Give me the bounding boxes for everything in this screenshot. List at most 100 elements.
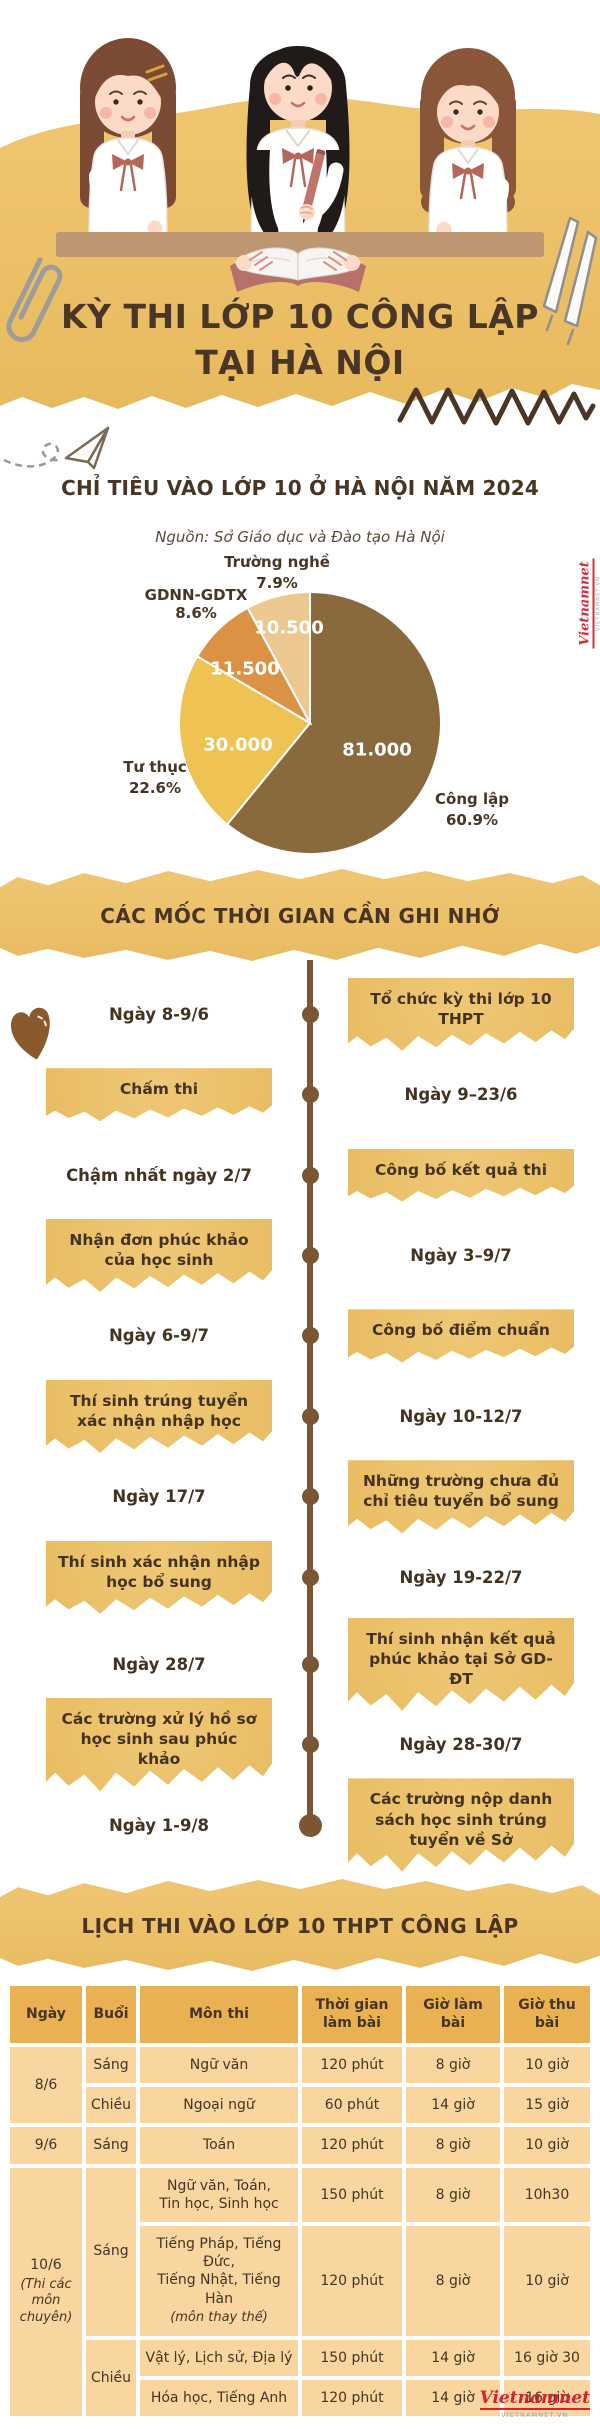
pie-slice-percent: 60.9% [445,811,499,829]
timeline-event-box: Nhận đơn phúc khảo của học sinh [46,1218,272,1293]
table-cell: 10 giờ [504,2127,590,2164]
pie-slice-percent: 22.6% [128,779,182,797]
pie-slice-label: Tư thục [123,758,187,776]
pie-slice-value: 10.500 [254,617,324,639]
schedule-heading: LỊCH THI VÀO LỚP 10 THPT CÔNG LẬP [81,1913,519,1938]
timeline-dot [301,1407,319,1425]
table-cell: 8 giờ [406,2047,500,2084]
table-cell: Ngữ văn, Toán, Tin học, Sinh học [140,2167,298,2222]
timeline-date: Ngày 3–9/7 [410,1246,512,1266]
timeline-dot [298,1813,322,1837]
pie-chart: 81.000 Công lập 60.9% 30.000 Tư thục 22.6% 11.… [0,553,600,864]
schedule-column-header: Giờ làm bài [406,1986,500,2043]
timeline-date: Ngày 19-22/7 [399,1567,523,1587]
schedule-column-header: Thời gian làm bài [302,1986,402,2043]
table-cell: 14 giờ [406,2379,500,2416]
girl-right [420,48,516,237]
pie-slice-label: GDNN-GDTX [144,586,248,604]
zigzag-doodle-icon [397,387,596,426]
table-cell: 8 giờ [406,2225,500,2336]
table-cell: 120 phút [302,2225,402,2336]
timeline-event-box: Công bố kết quả thi [348,1148,574,1202]
schedule-table: Ngày Buổi Môn thi Thời gian làm bài Giờ làm … [6,1982,594,2420]
schedule-section: Ngày Buổi Môn thi Thời gian làm bài Giờ làm … [6,1982,594,2420]
table-cell: Toán [140,2127,298,2164]
table-cell: 14 giờ [406,2087,500,2124]
pencils-icon [542,216,598,346]
table-cell: Sáng [86,2127,136,2164]
open-book [230,247,366,292]
schedule-column-header: Giờ thu bài [504,1986,590,2043]
timeline-date: Ngày 8-9/6 [108,1004,210,1024]
table-cell: 14 giờ [406,2339,500,2376]
timeline-date: Ngày 9–23/6 [404,1085,518,1105]
timeline-item: Thí sinh xác nhận nhập học bổ sung Ngày 1… [0,1537,600,1617]
girl-left [80,38,176,236]
pie-slice [178,654,312,826]
table-cell: Hóa học, Tiếng Anh [140,2379,298,2416]
table-cell: 8/6 [10,2047,82,2124]
students-illustration [0,38,600,410]
table-cell: Sáng [86,2047,136,2084]
pie-slice [246,590,311,724]
timeline-dot [301,1005,319,1023]
pie-slice-percent: 7.9% [256,574,298,592]
timeline-item: Ngày 8-9/6 Tổ chức kỳ thi lớp 10 THPT [0,974,600,1054]
timeline-heading: CÁC MỐC THỜI GIAN CẦN GHI NHỚ [100,903,500,928]
table-cell: 9/6 [10,2127,82,2164]
timeline-item: Ngày 6-9/7 Công bố điểm chuẩn [0,1296,600,1376]
quota-source: Nguồn: Sở Giáo dục và Đào tạo Hà Nội [155,528,445,546]
timeline-item: Thí sinh trúng tuyển xác nhận nhập học Ng… [0,1376,600,1456]
table-cell: 10 giờ [504,2047,590,2084]
vietnamnet-brand: Vietnamnet [479,2388,590,2408]
vietnamnet-logo: Vietnamnet VIETNAMNET.VN [479,2388,590,2419]
timeline-event-box: Các trường xử lý hồ sơ học sinh sau phúc… [46,1697,272,1792]
table-cell: 10/6 (Thi các môn chuyên) [10,2167,82,2416]
table-cell: 150 phút [302,2167,402,2222]
timeline-dot [301,1488,319,1506]
schedule-column-header: Buổi [86,1986,136,2043]
timeline-item: Ngày 17/7 Những trường chưa đủ chỉ tiêu t… [0,1457,600,1537]
timeline-banner: CÁC MỐC THỜI GIAN CẦN GHI NHỚ [0,869,600,961]
timeline-date: Ngày 6-9/7 [108,1326,210,1346]
table-cell: 16 giờ [504,2379,590,2416]
pie-slice-value: 81.000 [342,739,412,761]
table-cell: 120 phút [302,2379,402,2416]
timeline-date: Ngày 10-12/7 [399,1406,523,1426]
table-cell: Ngoại ngữ [140,2087,298,2124]
table-cell: Chiều [86,2339,136,2416]
timeline-item: Chấm thi Ngày 9–23/6 [0,1054,600,1134]
girl-center [246,46,350,253]
timeline-event-box: Các trường nộp danh sách học sinh trúng … [348,1778,574,1872]
timeline-item: Nhận đơn phúc khảo của học sinh Ngày 3–9/… [0,1215,600,1295]
timeline-event-box: Thí sinh nhận kết quả phúc khảo tại Sở G… [348,1617,574,1711]
table-cell: 15 giờ [504,2087,590,2124]
timeline-event-box: Công bố điểm chuẩn [348,1309,574,1363]
table-row: Chiều Ngoại ngữ 60 phút 14 giờ 15 giờ [10,2087,590,2124]
heart-doodle-icon [11,1007,50,1060]
pie-slice-label: Trường nghề [224,553,330,571]
pie-slice-value: 30.000 [203,734,273,756]
table-cell: 150 phút [302,2339,402,2376]
table-row: Tiếng Pháp, Tiếng Đức, Tiếng Nhật, Tiếng… [10,2225,590,2336]
desk [56,232,544,257]
timeline-event-box: Chấm thi [46,1068,272,1122]
pie-slice-label: Công lập [435,790,509,808]
table-cell: 120 phút [302,2047,402,2084]
table-cell: Tiếng Pháp, Tiếng Đức, Tiếng Nhật, Tiếng… [140,2225,298,2336]
timeline-date: Ngày 28-30/7 [399,1735,523,1755]
pie-slice [225,590,442,855]
pie-slice-value: 11.500 [210,658,280,680]
pie-svg [178,590,442,855]
table-cell: 10 giờ [504,2225,590,2336]
timeline-date: Ngày 1-9/8 [108,1815,210,1835]
table-cell: 16 giờ 30 [504,2339,590,2376]
paperclip-icon [6,257,63,343]
timeline-item: Ngày 1-9/8 Các trường nộp danh sách học s… [0,1778,600,1872]
table-row: Chiều Vật lý, Lịch sử, Địa lý 150 phút 14 g… [10,2339,590,2416]
timeline-dot [301,1086,319,1104]
page-title: KỲ THI LỚP 10 CÔNG LẬP TẠI HÀ NỘI [0,294,600,386]
timeline-dot [301,1327,319,1345]
table-cell: Sáng [86,2167,136,2336]
